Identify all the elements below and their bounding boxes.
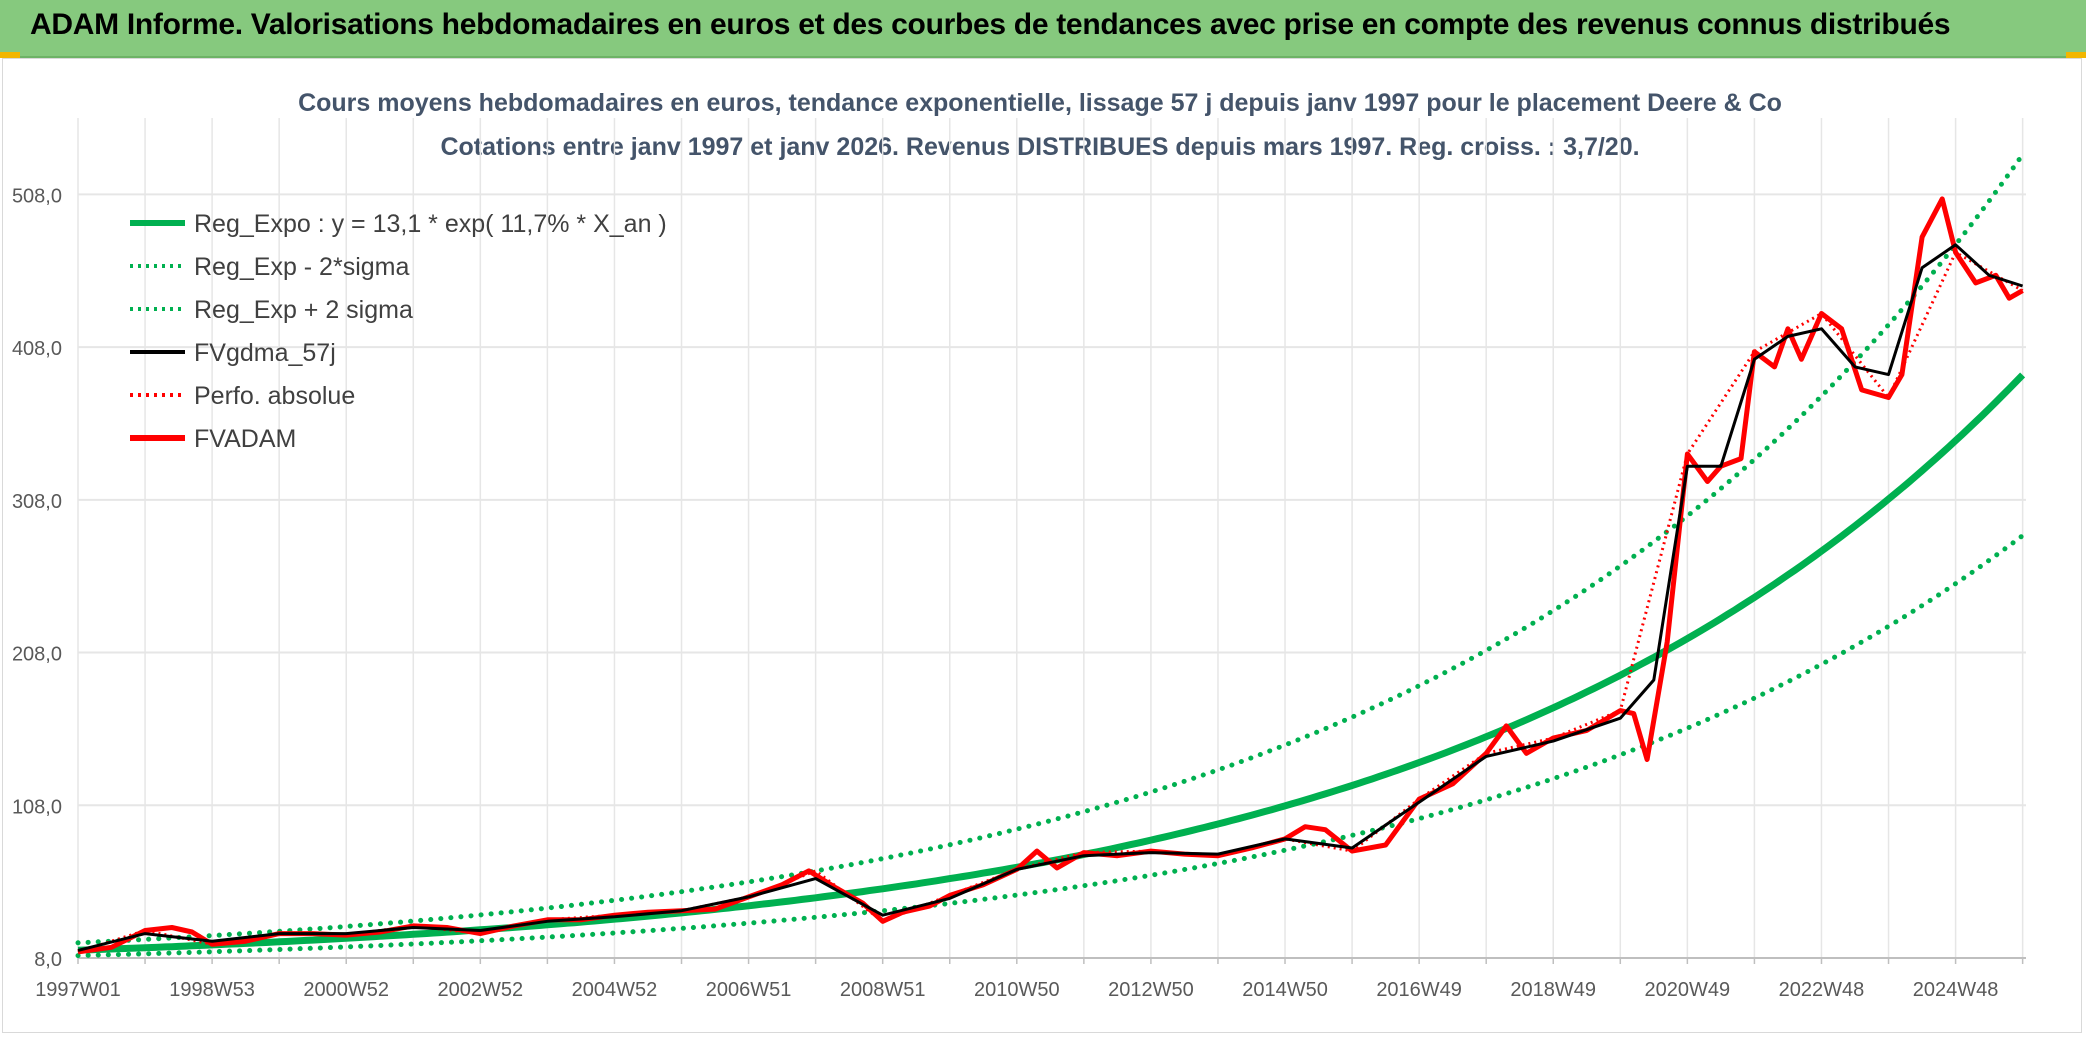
x-tick-label: 2004W52 — [572, 979, 658, 1001]
legend-label: FVgdma_57j — [194, 339, 336, 367]
legend-label: Reg_Exp - 2*sigma — [194, 253, 409, 281]
x-tick-label: 2002W52 — [438, 979, 524, 1001]
legend: Reg_Expo : y = 13,1 * exp( 11,7% * X_an … — [130, 210, 667, 453]
y-tick-label: 108,0 — [12, 796, 62, 818]
legend-label: Reg_Expo : y = 13,1 * exp( 11,7% * X_an … — [194, 210, 667, 238]
chart: Cours moyens hebdomadaires en euros, ten… — [12, 89, 2026, 1001]
fvgdma-57j-line — [77, 243, 2024, 952]
corner-accent-right — [2066, 52, 2086, 58]
chart-title: Cours moyens hebdomadaires en euros, ten… — [298, 89, 1782, 117]
axes: 8,0 108,0 208,0 308,0 408,0 508,0 1997W01 1998W… — [12, 185, 2026, 1001]
header-bar: ADAM Informe. Valorisations hebdomadaire… — [0, 0, 2086, 58]
grid — [77, 118, 2026, 959]
x-tick-label: 1997W01 — [35, 979, 121, 1001]
y-tick-label: 8,0 — [34, 949, 62, 971]
x-tick-label: 2016W49 — [1376, 979, 1462, 1001]
x-tick-label: 2020W49 — [1645, 979, 1731, 1001]
y-tick-label: 208,0 — [12, 644, 62, 666]
x-tick-label: 1998W53 — [169, 979, 255, 1001]
x-tick-label: 2022W48 — [1779, 979, 1865, 1001]
y-tick-label: 508,0 — [12, 185, 62, 207]
perfo-absolue-line — [77, 250, 2024, 954]
y-tick-label: 308,0 — [12, 491, 62, 513]
x-tick-label: 2024W48 — [1913, 979, 1999, 1001]
reg-exp-plus-2sigma-line — [75, 152, 2026, 946]
series — [75, 152, 2026, 959]
y-tick-label: 408,0 — [12, 338, 62, 360]
x-tick-label: 2006W51 — [706, 979, 792, 1001]
legend-label: Perfo. absolue — [194, 382, 355, 410]
corner-accent-left — [0, 52, 20, 58]
legend-label: Reg_Exp + 2 sigma — [194, 296, 413, 324]
reg-exp-minus-2sigma-line — [75, 533, 2026, 959]
x-tick-label: 2008W51 — [840, 979, 926, 1001]
x-tick-label: 2010W50 — [974, 979, 1060, 1001]
x-tick-label: 2014W50 — [1242, 979, 1328, 1001]
report-title: ADAM Informe. Valorisations hebdomadaire… — [30, 8, 1951, 41]
legend-label: FVADAM — [194, 425, 296, 453]
chart-subtitle: Cotations entre janv 1997 et janv 2026. … — [440, 133, 1639, 161]
x-tick-label: 2000W52 — [303, 979, 389, 1001]
x-tick-label: 2012W50 — [1108, 979, 1194, 1001]
x-tick-label: 2018W49 — [1510, 979, 1596, 1001]
